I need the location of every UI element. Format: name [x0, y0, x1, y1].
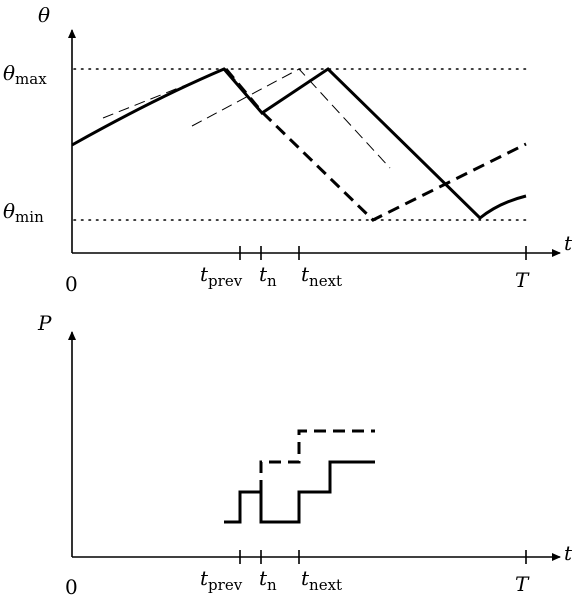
- power-dashed-profile: [259, 429, 375, 492]
- power-solid-profile: [224, 460, 375, 524]
- top-panel: θ t θmax θmin 0 tprev tn tnext T: [3, 3, 573, 296]
- top-tick-label-t-prev: tprev: [200, 262, 243, 290]
- bottom-tick-label-origin: 0: [65, 575, 78, 599]
- top-tick-label-t-n: tn: [259, 262, 277, 290]
- theta-min-label: θmin: [3, 199, 44, 226]
- bottom-panel: P t 0 tprev tn tnext T: [37, 311, 573, 599]
- top-tick-label-origin: 0: [65, 272, 78, 296]
- theta-solid-trajectory: [71, 67, 527, 221]
- theta-alt-curve-2: [191, 68, 391, 169]
- top-tick-label-t-next: tnext: [301, 262, 342, 290]
- theta-alt-curve-1: [102, 68, 263, 119]
- bottom-x-axis-label: t: [564, 541, 573, 565]
- top-y-axis-label: θ: [38, 3, 50, 27]
- bottom-tick-label-t-next: tnext: [301, 566, 342, 594]
- bottom-tick-label-t-prev: tprev: [200, 566, 243, 594]
- top-x-axis-label: t: [564, 231, 573, 255]
- bottom-tick-label-t-n: tn: [259, 566, 277, 594]
- bottom-y-axis-label: P: [37, 311, 52, 335]
- bottom-tick-label-T: T: [515, 572, 530, 596]
- theta-dashed-trajectory: [224, 68, 527, 222]
- theta-max-label: θmax: [3, 61, 47, 88]
- top-tick-label-T: T: [515, 268, 530, 292]
